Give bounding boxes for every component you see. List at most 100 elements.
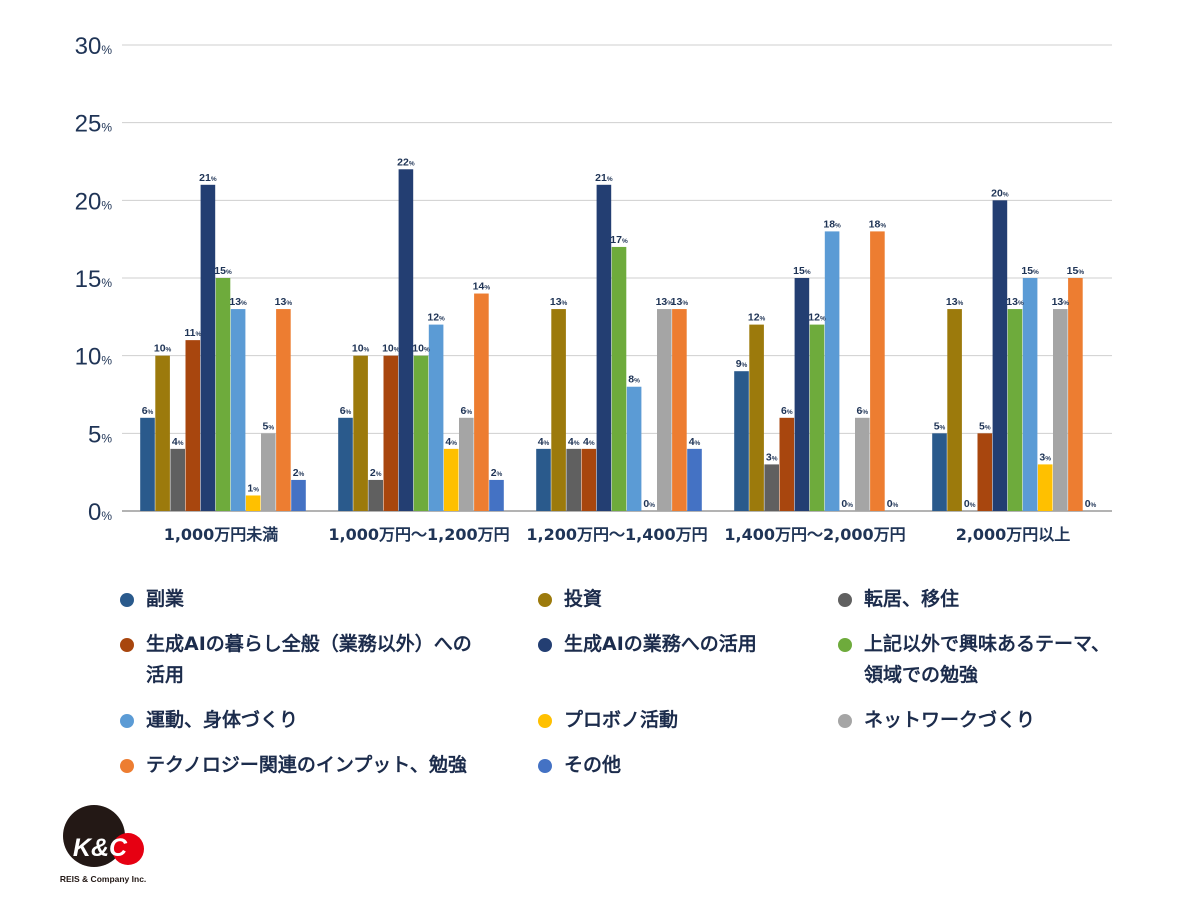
bar — [428, 324, 444, 511]
bar — [474, 293, 489, 511]
legend-item: 投資 — [538, 584, 838, 615]
bar — [794, 278, 810, 511]
legend-swatch — [538, 714, 552, 728]
bar-value-unit: % — [805, 269, 811, 276]
bar-value-unit: % — [1045, 455, 1051, 462]
legend-swatch — [838, 714, 852, 728]
bar-value-label: 6% — [781, 405, 793, 417]
legend-swatch — [538, 759, 552, 773]
bar — [855, 417, 870, 511]
bar-value-label: 0% — [1085, 498, 1097, 510]
bar — [824, 231, 840, 511]
bar-value-label: 15% — [1021, 265, 1039, 277]
bar-value-label: 4% — [538, 436, 550, 448]
bar — [230, 309, 246, 511]
bar-value-label: 5% — [934, 420, 946, 432]
bar-value-unit: % — [607, 176, 613, 183]
bar-value-unit: % — [253, 486, 259, 493]
y-tick-label: 15% — [75, 266, 113, 293]
bar-value-unit: % — [484, 285, 490, 292]
bar — [443, 448, 459, 511]
bar-value-label: 13% — [1052, 296, 1070, 308]
bar-value-label: 5% — [979, 420, 991, 432]
bar — [581, 448, 597, 511]
x-tick-label: 1,000万円未満 — [164, 525, 279, 544]
bar-value-unit: % — [847, 502, 853, 509]
legend-item: 上記以外で興味あるテーマ、 領域での勉強 — [838, 629, 1130, 691]
bar — [170, 448, 185, 511]
legend-swatch — [120, 593, 134, 607]
bar-value-unit: % — [1018, 300, 1024, 307]
bar-value-label: 2% — [491, 467, 503, 479]
bar-value-unit: % — [958, 300, 964, 307]
legend-item: 生成AIの業務への活用 — [538, 629, 838, 691]
bar-value-label: 13% — [671, 296, 689, 308]
bar-value-label: 21% — [595, 172, 613, 184]
bar-value-label: 0% — [887, 498, 899, 510]
bar-value-label: 18% — [869, 218, 887, 230]
bar-value-label: 14% — [473, 281, 491, 293]
bar-value-label: 9% — [736, 358, 748, 370]
legend-label: 上記以外で興味あるテーマ、 領域での勉強 — [864, 629, 1110, 691]
bar-value-label: 13% — [946, 296, 964, 308]
bar — [932, 433, 947, 511]
bar — [551, 309, 566, 511]
bar-value-label: 17% — [610, 234, 628, 246]
bar-value-unit: % — [544, 440, 550, 447]
bar-value-label: 20% — [991, 187, 1009, 199]
bar — [398, 169, 414, 511]
bar-value-unit: % — [893, 502, 899, 509]
bar-value-label: 11% — [184, 327, 201, 339]
legend-label: 生成AIの暮らし全般（業務以外）への 活用 — [146, 629, 472, 691]
bar-value-unit: % — [589, 440, 595, 447]
bar — [338, 417, 353, 511]
bar — [779, 417, 795, 511]
bar-value-label: 22% — [397, 156, 415, 168]
bar — [1022, 278, 1038, 511]
legend-item: 運動、身体づくり — [120, 705, 538, 736]
bar-value-label: 13% — [550, 296, 568, 308]
bar-value-label: 0% — [841, 498, 853, 510]
logo-red-circle — [112, 833, 144, 865]
y-tick-unit: % — [101, 354, 112, 368]
bar-value-unit: % — [439, 316, 445, 323]
bar-value-unit: % — [364, 347, 370, 354]
legend-swatch — [538, 593, 552, 607]
legend-label: その他 — [564, 754, 622, 776]
bar-value-label: 6% — [142, 405, 154, 417]
bar-value-unit: % — [880, 222, 886, 229]
bar — [764, 464, 779, 511]
bar-value-unit: % — [1033, 269, 1039, 276]
legend-label: ネットワークづくり — [864, 709, 1036, 731]
legend-item: プロボノ活動 — [538, 705, 838, 736]
bar-value-label: 13% — [275, 296, 293, 308]
x-axis-category-labels: 1,000万円未満 1,000万円〜1,200万円 1,200万円〜1,400万円 1… — [164, 525, 1071, 544]
bar-value-unit: % — [148, 409, 154, 416]
bar-value-label: 15% — [214, 265, 232, 277]
bar-value-unit: % — [862, 409, 868, 416]
legend: 副業 投資 転居、移住 生成AIの暮らし全般（業務以外）への 活用 生成AIの業務への活用… — [120, 584, 1130, 781]
y-tick-unit: % — [101, 509, 112, 523]
bar — [809, 324, 825, 511]
legend-swatch — [120, 714, 134, 728]
y-tick-label: 30% — [75, 33, 113, 60]
bar-value-label: 12% — [808, 312, 826, 324]
bar — [992, 200, 1008, 512]
bar — [291, 479, 306, 511]
bar — [413, 355, 429, 511]
bar-value-unit: % — [424, 347, 430, 354]
y-tick-unit: % — [101, 198, 112, 212]
bar — [1037, 464, 1053, 511]
bar-value-label: 15% — [1067, 265, 1085, 277]
bar — [657, 309, 672, 511]
bar-value-unit: % — [667, 300, 673, 307]
bar-value-unit: % — [178, 440, 184, 447]
bar-value-label: 4% — [568, 436, 580, 448]
bar — [687, 448, 702, 511]
company-logo: K&C KREIS & Company Inc. — [60, 805, 146, 884]
bar-value-unit: % — [695, 440, 701, 447]
legend-swatch — [538, 638, 552, 652]
bar-value-unit: % — [286, 300, 292, 307]
bar-value-unit: % — [346, 409, 352, 416]
legend-item: 生成AIの暮らし全般（業務以外）への 活用 — [120, 629, 538, 691]
